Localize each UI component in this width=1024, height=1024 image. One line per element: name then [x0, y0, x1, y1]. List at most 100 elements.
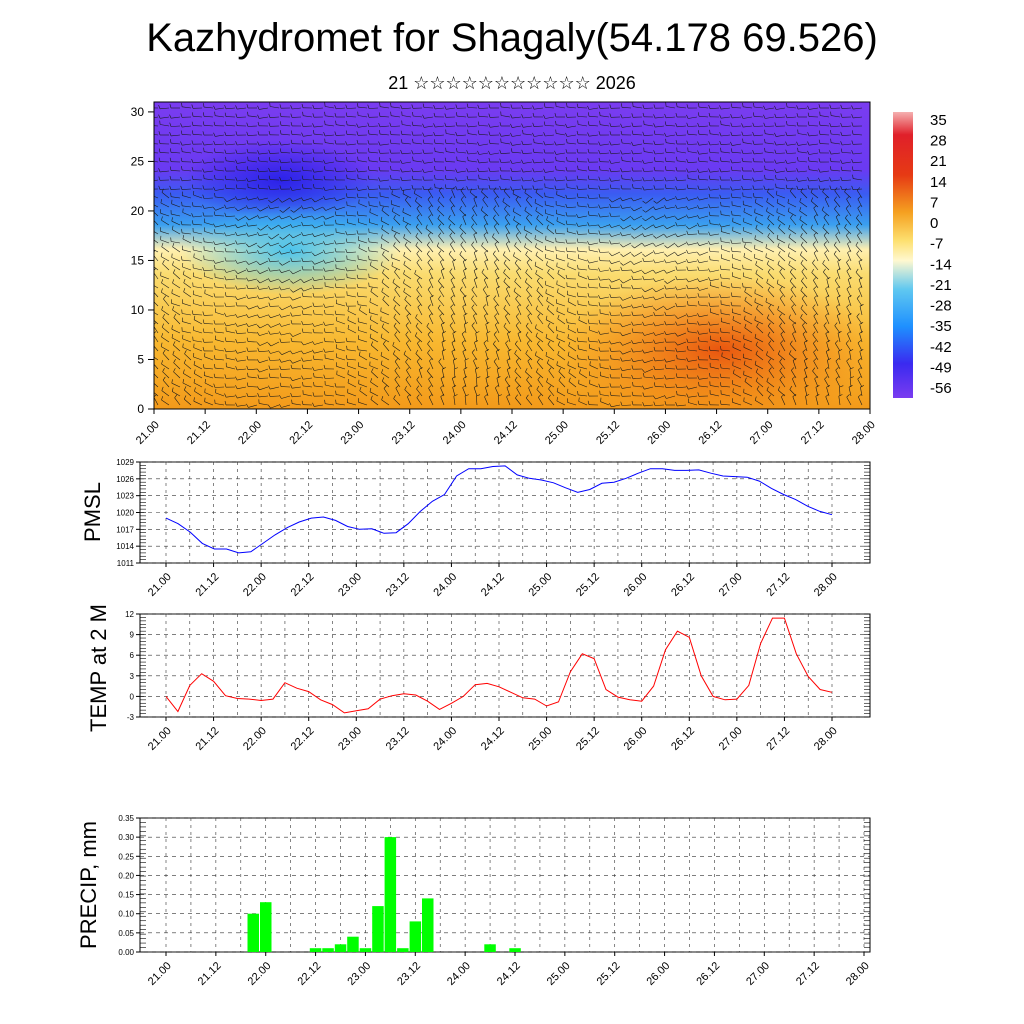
wind-barb — [393, 353, 401, 361]
wind-barb-flag — [505, 223, 509, 227]
wind-barb — [720, 296, 731, 299]
wind-barb-flag — [459, 250, 463, 255]
wind-barb — [710, 312, 720, 316]
wind-barb — [688, 331, 698, 334]
wind-barb — [546, 219, 555, 226]
wind-barb-flag — [383, 385, 387, 389]
wind-barb-flag — [257, 285, 260, 290]
wind-barb-flag — [301, 292, 304, 297]
wind-barb — [644, 341, 654, 344]
wind-barb-flag — [708, 293, 711, 298]
wind-barb-flag — [631, 253, 635, 257]
wind-barb-flag — [235, 376, 238, 381]
wind-barb — [600, 143, 610, 146]
wind-barb — [237, 169, 247, 172]
wind-barb — [743, 357, 753, 361]
wind-barb-flag — [576, 213, 579, 218]
wind-barb-flag — [301, 249, 304, 254]
wind-barb — [392, 211, 401, 217]
wind-barb — [215, 169, 225, 172]
wind-barb-flag — [799, 197, 802, 202]
wind-barb — [247, 332, 258, 334]
wind-barb-flag — [333, 197, 337, 201]
wind-barb — [193, 249, 203, 253]
wind-barb — [204, 249, 214, 253]
wind-barb — [303, 233, 313, 237]
wind-barb-flag — [451, 339, 456, 343]
wind-barb — [160, 116, 170, 119]
wind-barb — [825, 333, 830, 343]
wind-barb-flag — [484, 249, 488, 253]
wind-barb — [544, 125, 555, 127]
wind-barb-flag — [802, 349, 806, 353]
wind-barb-flag — [743, 253, 745, 258]
wind-barb — [547, 362, 555, 370]
wind-barb-flag — [406, 340, 410, 344]
wind-barb — [171, 213, 181, 217]
wind-barb — [358, 401, 368, 406]
wind-barb-flag — [576, 222, 579, 227]
wind-barb-flag — [576, 112, 579, 117]
wind-barb-flag — [767, 331, 771, 336]
wind-barb — [292, 233, 302, 239]
wind-barb-flag — [514, 277, 517, 282]
wind-barb — [812, 334, 819, 343]
wind-barb — [765, 301, 775, 307]
wind-barb — [632, 160, 643, 163]
wind-barb-flag — [787, 199, 789, 204]
wind-barb-flag — [455, 122, 458, 126]
wind-barb-flag — [776, 279, 779, 284]
wind-barb-flag — [323, 303, 326, 308]
wind-barb — [600, 206, 610, 209]
wind-barb-flag — [642, 349, 645, 354]
wind-barb — [325, 357, 335, 361]
wind-barb — [710, 223, 720, 226]
wind-barb — [214, 143, 225, 146]
wind-barb-flag — [150, 244, 151, 248]
wind-barb — [534, 134, 544, 137]
wind-barb-flag — [777, 386, 781, 391]
wind-barb-flag — [257, 227, 261, 231]
wind-barb-flag — [393, 232, 397, 237]
wind-barb — [814, 297, 819, 307]
wind-barb — [214, 386, 225, 388]
wind-barb — [755, 380, 764, 388]
wind-barb-flag — [609, 184, 612, 189]
wind-barb-flag — [543, 121, 546, 126]
wind-barb — [494, 316, 500, 325]
wind-barb-flag — [444, 105, 447, 110]
wind-barb-flag — [147, 178, 149, 182]
wind-barb — [259, 278, 269, 284]
wind-barb-flag — [202, 168, 205, 173]
wind-barb — [237, 287, 247, 290]
wind-barb-flag — [557, 341, 561, 346]
wind-barb — [776, 202, 786, 208]
wind-barb — [676, 134, 687, 136]
wind-barb-flag — [653, 104, 656, 109]
wind-barb-flag — [792, 321, 796, 325]
wind-barb — [665, 152, 676, 154]
wind-barb — [428, 379, 434, 388]
wind-barb-flag — [257, 347, 260, 352]
wind-barb — [610, 215, 621, 217]
wind-barb-flag — [461, 340, 466, 344]
wind-barb — [813, 234, 819, 244]
wind-barb — [709, 332, 720, 334]
wind-barb-flag — [503, 269, 506, 273]
wind-barb-flag — [268, 385, 271, 390]
wind-barb-flag — [755, 261, 758, 265]
wind-barb-flag — [620, 304, 623, 309]
wind-barb — [427, 235, 434, 244]
wind-barb-flag — [422, 139, 425, 144]
wind-barb-flag — [483, 304, 487, 308]
wind-barb — [413, 160, 423, 163]
wind-barb-flag — [256, 314, 260, 319]
wind-barb — [314, 224, 324, 229]
wind-barb — [779, 379, 786, 388]
wind-barb-flag — [548, 385, 552, 390]
wind-barb-flag — [598, 356, 601, 361]
wind-barb-flag — [483, 340, 488, 344]
wind-barb-flag — [709, 129, 711, 134]
wind-barb-flag — [290, 139, 293, 144]
wind-barb-flag — [301, 166, 304, 171]
